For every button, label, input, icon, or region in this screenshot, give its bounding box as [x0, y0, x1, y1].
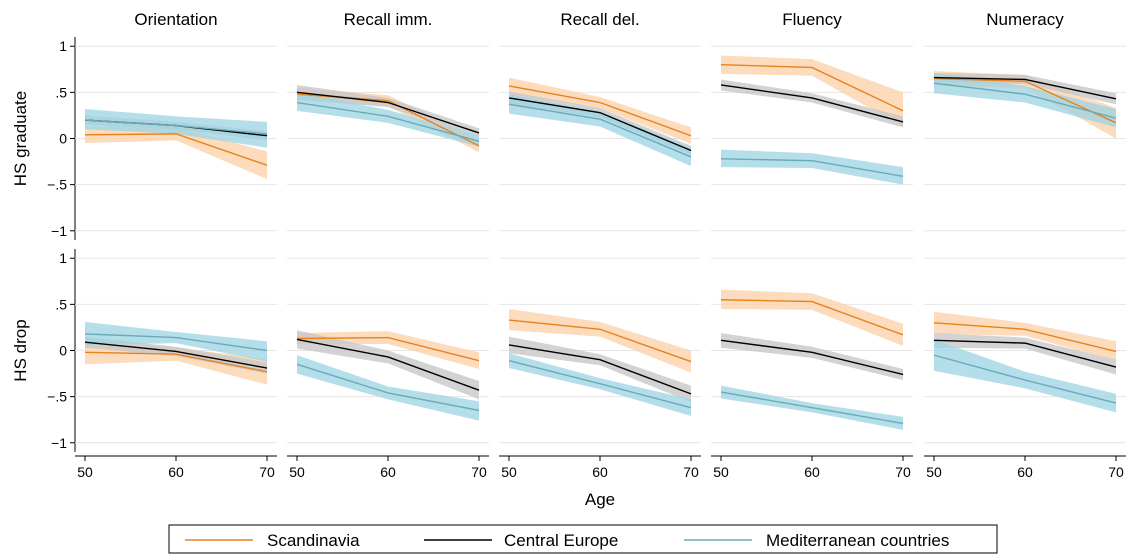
panel-title: Fluency: [782, 10, 842, 29]
y-tick-label: −1: [51, 435, 67, 451]
x-tick-label: 60: [804, 464, 820, 480]
series-line: [933, 77, 1117, 124]
panel-title: Recall del.: [560, 10, 639, 29]
x-tick-label: 50: [926, 464, 942, 480]
series-line: [84, 119, 268, 135]
x-tick-label: 60: [1017, 464, 1033, 480]
series-line: [84, 133, 268, 166]
series-line: [296, 363, 480, 412]
legend-label: Central Europe: [504, 531, 618, 550]
confidence-band: [85, 321, 267, 362]
x-tick-label: 70: [259, 464, 275, 480]
x-tick-label: 70: [471, 464, 487, 480]
series-line: [933, 339, 1117, 368]
x-tick-label: 70: [895, 464, 911, 480]
series-line: [84, 333, 268, 352]
series-line: [720, 84, 904, 123]
x-tick-label: 50: [501, 464, 517, 480]
confidence-band: [721, 149, 903, 185]
x-tick-label: 50: [77, 464, 93, 480]
y-tick-label: −.5: [47, 177, 67, 193]
series-line: [296, 338, 480, 391]
series-line: [720, 339, 904, 376]
x-tick-label: 60: [380, 464, 396, 480]
y-tick-label: 0: [59, 343, 67, 359]
series-line: [508, 319, 692, 363]
series-line: [933, 76, 1117, 100]
series-line: [508, 97, 692, 152]
series-line: [508, 344, 692, 395]
y-tick-label: −1: [51, 223, 67, 239]
series-line: [508, 359, 692, 409]
series-line: [720, 391, 904, 425]
confidence-band: [85, 108, 267, 148]
y-tick-label: −.5: [47, 389, 67, 405]
panel-title: Numeracy: [986, 10, 1064, 29]
confidence-band: [297, 92, 479, 147]
series-line: [933, 354, 1117, 404]
legend-label: Scandinavia: [267, 531, 360, 550]
x-tick-label: 60: [592, 464, 608, 480]
series-line: [508, 85, 692, 137]
y-tick-label: 1: [59, 250, 67, 266]
confidence-band: [721, 332, 903, 381]
x-tick-label: 50: [713, 464, 729, 480]
series-line: [720, 158, 904, 178]
series-line: [720, 63, 904, 112]
y-tick-label: .5: [55, 84, 67, 100]
confidence-band: [934, 332, 1116, 375]
y-tick-label: 0: [59, 131, 67, 147]
x-tick-label: 70: [683, 464, 699, 480]
x-tick-label: 50: [289, 464, 305, 480]
row-label: HS drop: [11, 319, 30, 381]
series-line: [933, 82, 1117, 119]
series-line: [933, 322, 1117, 353]
series-line: [296, 91, 480, 134]
series-line: [84, 341, 268, 369]
confidence-band: [721, 289, 903, 346]
x-axis-label: Age: [585, 490, 615, 509]
confidence-band: [297, 355, 479, 421]
series-line: [720, 299, 904, 336]
series-line: [296, 101, 480, 142]
confidence-band: [721, 55, 903, 127]
y-tick-label: 1: [59, 38, 67, 54]
series-line: [508, 103, 692, 158]
confidence-band: [85, 336, 267, 374]
y-tick-label: .5: [55, 296, 67, 312]
row-label: HS graduate: [11, 91, 30, 186]
confidence-band: [934, 72, 1116, 128]
legend-label: Mediterranean countries: [766, 531, 949, 550]
legend-box: [168, 524, 998, 554]
confidence-band: [934, 311, 1116, 361]
x-tick-label: 60: [168, 464, 184, 480]
series-line: [84, 351, 268, 373]
series-line: [296, 336, 480, 362]
panel-title: Recall imm.: [344, 10, 433, 29]
confidence-band: [509, 353, 691, 417]
confidence-band: [934, 339, 1116, 413]
x-tick-label: 70: [1108, 464, 1124, 480]
panel-title: Orientation: [134, 10, 217, 29]
